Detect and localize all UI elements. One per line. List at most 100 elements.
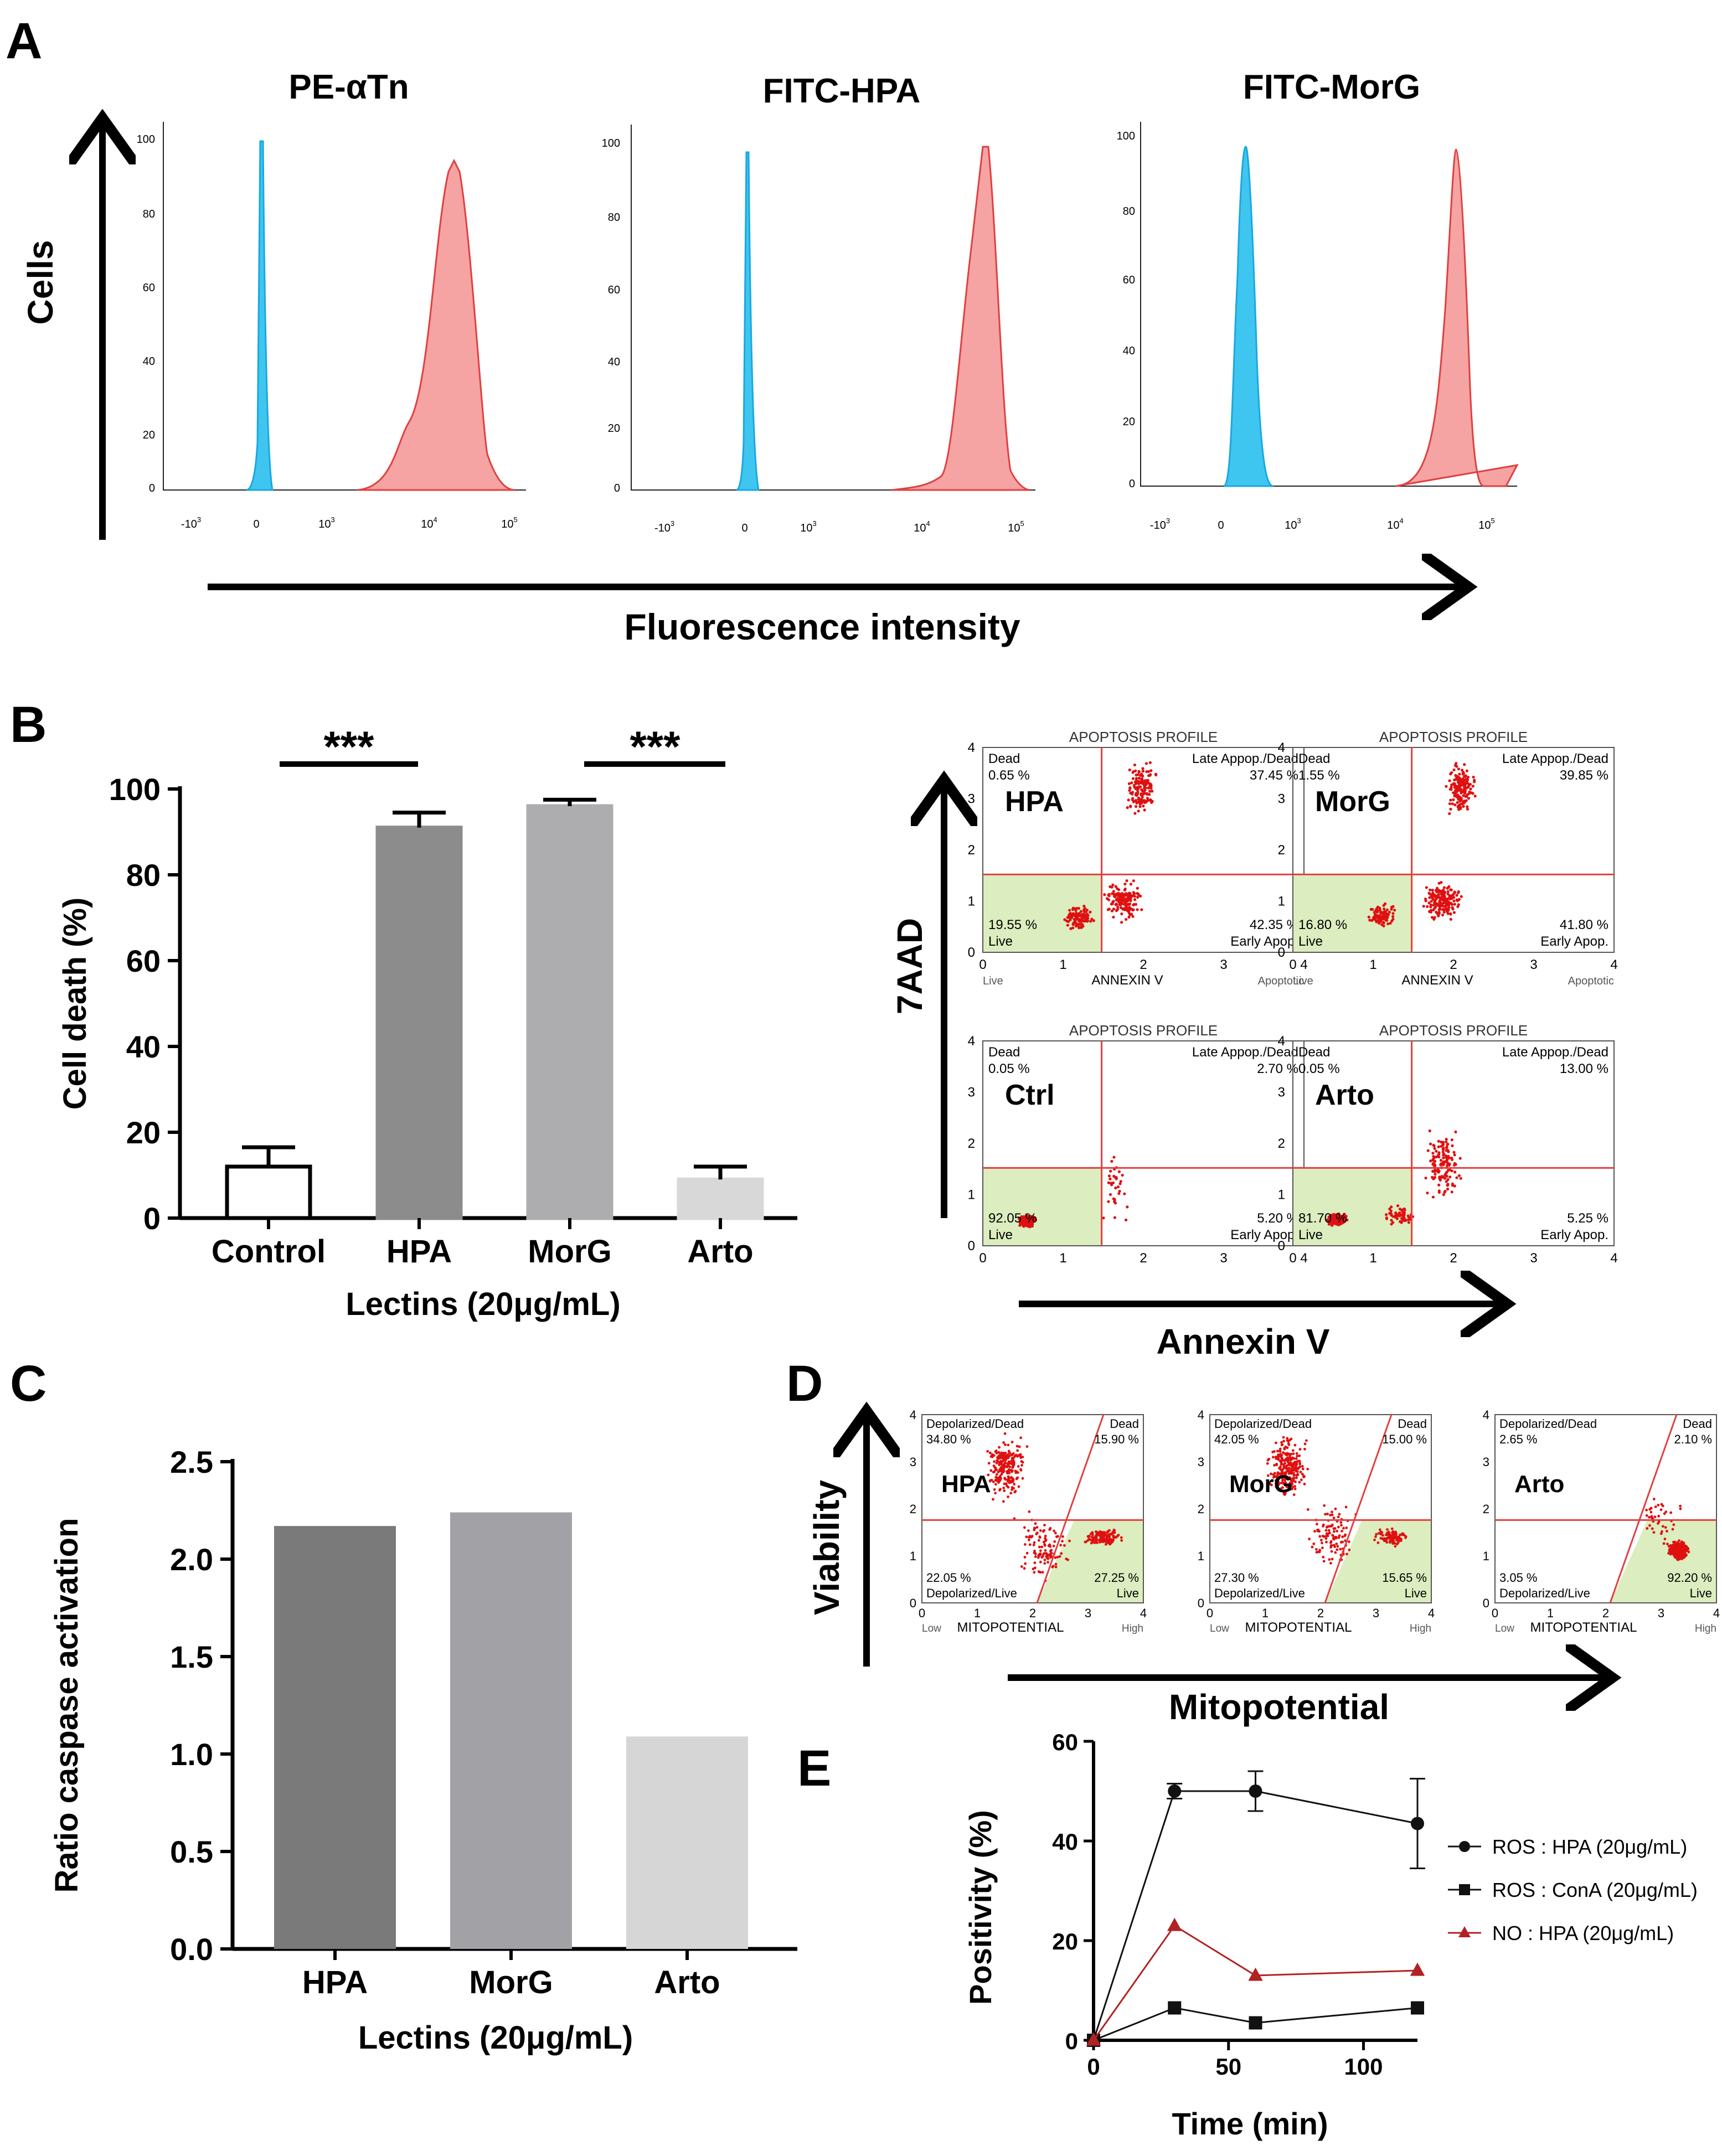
data-point: [1411, 2001, 1424, 2015]
quadrant-name: Live: [1298, 1227, 1323, 1242]
y-tick-label: 2: [968, 1136, 975, 1151]
x-tick: -103: [1150, 517, 1170, 532]
quadrant-value: 15.65 %: [1382, 1571, 1427, 1585]
x-tick-label: 0: [1492, 1606, 1498, 1620]
quadrant-value: 41.80 %: [1560, 917, 1608, 932]
x-tick-label: 1: [1059, 957, 1066, 972]
control-histogram: [246, 140, 274, 491]
y-tick-label: 3: [1483, 1455, 1489, 1469]
histogram-fitc-morg: FITC-MorG 100 80 60 40 20 0 -103 0 103 1…: [1117, 68, 1519, 532]
y-tick-label: 40: [1052, 1829, 1078, 1855]
x-tick-label: 4: [1610, 1251, 1617, 1266]
y-tick-label: 0: [968, 945, 975, 960]
data-point: [1249, 2016, 1262, 2030]
y-tick-label: 0.5: [170, 1834, 213, 1869]
y-tick-label: 1.5: [170, 1639, 213, 1674]
y-tick: 100: [137, 133, 155, 146]
quadrant-value: 2.10 %: [1674, 1432, 1713, 1446]
quadrant-name: Live: [1405, 1586, 1427, 1600]
y-tick-label: 1: [1198, 1549, 1204, 1563]
category-label: Arto: [654, 1964, 720, 2000]
axis-right-label: Apoptotic: [1258, 975, 1304, 987]
x-tick-label: 4: [1428, 1606, 1435, 1620]
quadrant-name: Depolarized/Dead: [1499, 1417, 1597, 1431]
quadrant-name: Early Apop.: [1540, 1227, 1608, 1242]
y-tick-label: 2: [1278, 843, 1285, 858]
plot-title: APOPTOSIS PROFILE: [1379, 1022, 1528, 1039]
quadrant-value: 15.00 %: [1382, 1432, 1427, 1446]
y-tick-label: 0: [1483, 1596, 1489, 1610]
data-point: [1168, 1784, 1182, 1798]
data-point: [1167, 1917, 1182, 1931]
y-tick-label: 0: [910, 1596, 916, 1610]
quadrant-value: 0.05 %: [988, 1061, 1030, 1076]
quadrant-name: Depolarized/Live: [1214, 1586, 1305, 1600]
axis-left-label: Low: [1210, 1623, 1229, 1634]
significance-marker: ***: [630, 722, 680, 771]
sample-label: Ctrl: [1005, 1079, 1055, 1111]
y-tick-label: 0: [968, 1239, 975, 1254]
axis-name: ANNEXIN V: [1401, 973, 1473, 988]
x-tick: 104: [914, 519, 930, 534]
category-label: HPA: [302, 1964, 368, 2000]
y-tick: 80: [1123, 205, 1135, 218]
series-line: [1092, 1790, 1418, 2041]
y-tick-label: 4: [1483, 1408, 1489, 1422]
y-tick-label: 60: [126, 943, 161, 978]
plot-frame: [1292, 747, 1615, 953]
x-tick-label: 1: [1547, 1606, 1554, 1620]
sample-label: MorG: [1229, 1471, 1293, 1498]
panel-letter-b: B: [10, 697, 47, 753]
bar-morg: [450, 1512, 572, 1949]
sample-label: Arto: [1514, 1471, 1564, 1498]
x-tick-label: 1: [974, 1606, 981, 1620]
x-tick-label: 3: [1085, 1606, 1091, 1620]
quadrant-name: Dead: [988, 751, 1020, 766]
x-tick-label: 2: [1602, 1606, 1609, 1620]
axis-right-label: High: [1122, 1623, 1143, 1634]
quadrant-value: 92.20 %: [1667, 1571, 1712, 1585]
event-dots: [986, 1432, 1123, 1582]
event-dots: [1367, 762, 1477, 927]
quadrant-name: Live: [1690, 1586, 1712, 1600]
quadrant-value: 1.55 %: [1298, 768, 1340, 783]
y-tick-label: 2: [1483, 1502, 1489, 1516]
x-tick-label: 4: [1300, 957, 1307, 972]
plot-frame: [1494, 1414, 1717, 1603]
quadrant-value: 42.35 %: [1250, 917, 1298, 932]
plot-title: APOPTOSIS PROFILE: [1069, 729, 1218, 745]
y-tick-label: 1: [968, 1188, 975, 1203]
sample-label: MorG: [1315, 786, 1390, 818]
quadrant-value: 13.00 %: [1560, 1061, 1608, 1076]
x-axis-label: Time (min): [1172, 2106, 1328, 2141]
axis-right-label: High: [1695, 1623, 1716, 1634]
x-tick-label: 1: [1369, 957, 1376, 972]
data-point: [1411, 1817, 1424, 1830]
quadrant-name: Depolarized/Dead: [926, 1417, 1024, 1431]
y-tick-label: 2: [968, 843, 975, 858]
y-tick: 40: [608, 356, 620, 368]
quadrant-value: 2.70 %: [1257, 1061, 1298, 1076]
control-histogram: [736, 151, 760, 491]
significance-marker: ***: [323, 722, 374, 771]
series-0: [1087, 1770, 1425, 2047]
legend-label: ROS : HPA (20μg/mL): [1492, 1835, 1687, 1858]
y-tick-label: 1.0: [170, 1737, 213, 1772]
y-tick-label: 4: [968, 740, 975, 755]
quadrant-name: Dead: [1110, 1417, 1139, 1431]
x-tick: 103: [318, 515, 334, 530]
quadrant-name: Dead: [988, 1045, 1020, 1060]
plot-title: APOPTOSIS PROFILE: [1379, 729, 1528, 745]
series-line: [1092, 1924, 1418, 2041]
y-tick: 20: [1123, 416, 1135, 428]
x-tick-label: 1: [1059, 1251, 1066, 1266]
quadrant-value: 19.55 %: [988, 917, 1037, 932]
quadrant-value: 34.80 %: [926, 1432, 971, 1446]
x-tick-label: 4: [1610, 957, 1617, 972]
live-quadrant: [1610, 1520, 1716, 1603]
y-tick-label: 40: [126, 1029, 161, 1064]
plot-frame: [1292, 1040, 1615, 1246]
